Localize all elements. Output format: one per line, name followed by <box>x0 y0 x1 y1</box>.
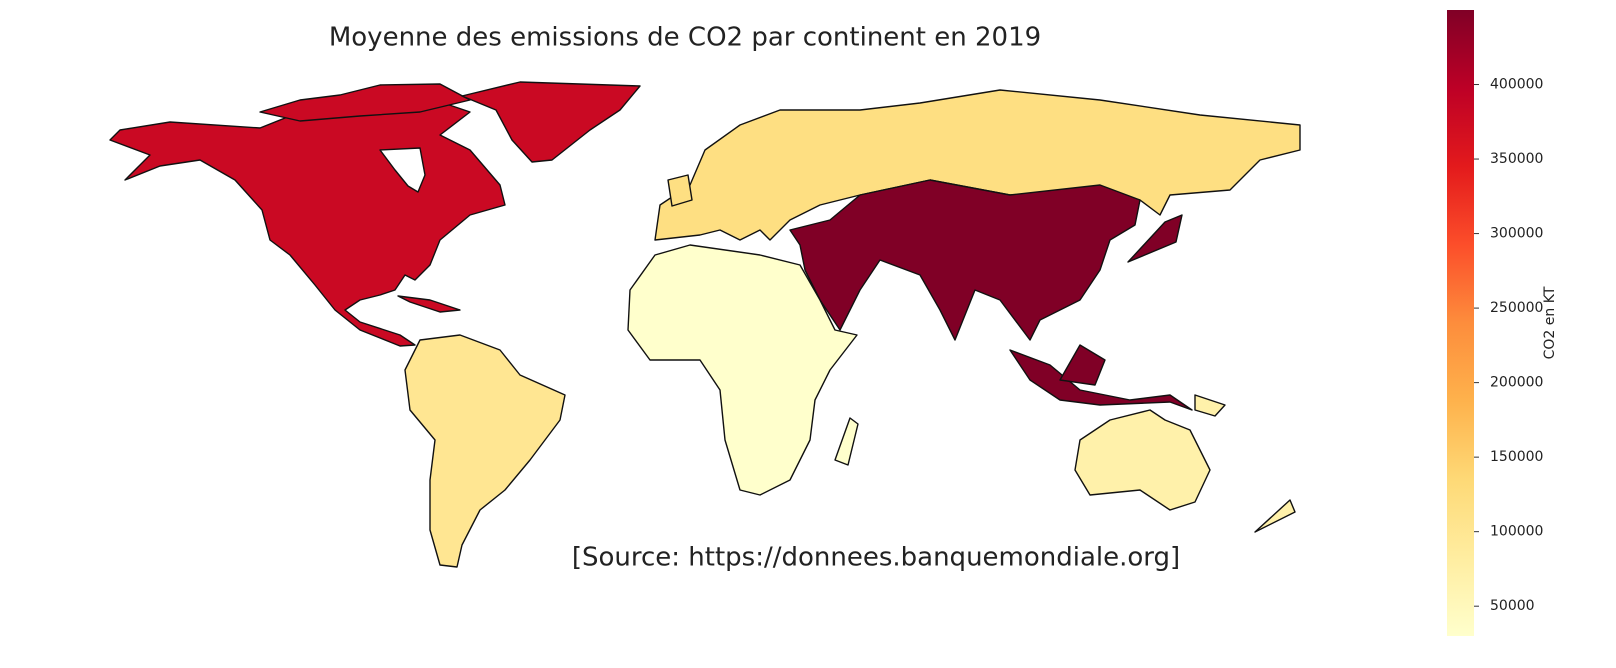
colorbar-tick-label: 300000 <box>1490 226 1543 242</box>
region <box>1254 499 1296 533</box>
chart-title: Moyenne des emissions de CO2 par contine… <box>329 23 1041 53</box>
colorbar-tick-label: 150000 <box>1490 449 1543 465</box>
region <box>259 83 471 122</box>
region <box>1127 214 1183 263</box>
colorbar-tick-label: 250000 <box>1490 300 1543 316</box>
colorbar-tick-label: 350000 <box>1490 151 1543 167</box>
colorbar-tick-label: 400000 <box>1490 77 1543 93</box>
region <box>404 334 566 568</box>
region <box>627 244 858 496</box>
map <box>109 81 1301 568</box>
region <box>1059 344 1106 386</box>
hudson-bay <box>379 147 426 193</box>
colorbar <box>1447 10 1474 636</box>
colorbar-tick-label: 100000 <box>1490 524 1543 540</box>
region <box>397 295 461 313</box>
region <box>789 179 1141 341</box>
region <box>834 417 859 466</box>
region <box>667 174 693 207</box>
region <box>654 89 1301 241</box>
region <box>461 81 641 163</box>
region <box>1194 394 1226 417</box>
region <box>1074 409 1211 511</box>
source-annotation: [Source: https://donnees.banquemondiale.… <box>572 543 1180 573</box>
colorbar-tick-label: 50000 <box>1490 598 1535 614</box>
colorbar-tick-label: 200000 <box>1490 375 1543 391</box>
colorbar-label: CO2 en KT <box>1542 286 1558 359</box>
